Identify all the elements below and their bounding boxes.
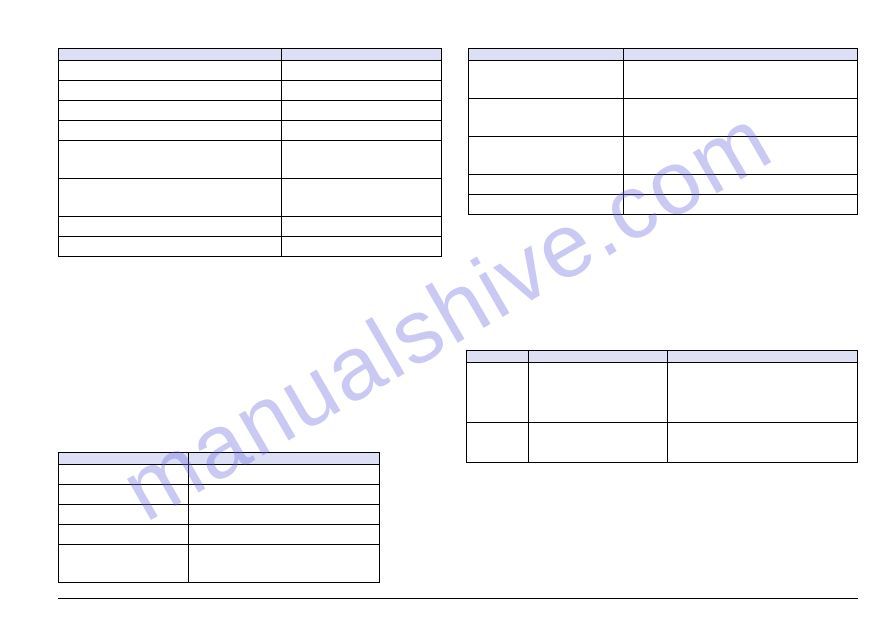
table-row [59,545,380,583]
table-cell [59,179,282,217]
table-cell [469,99,624,137]
table-cell [469,61,624,99]
table-cell [188,505,379,525]
table-header-row [59,49,442,61]
table-top-left [58,48,442,257]
table-cell [467,363,529,423]
table-cell [469,195,624,215]
table-bottom-right [466,350,858,463]
table-cell [623,175,857,195]
table-row [467,363,858,423]
table-cell [623,99,857,137]
header-cell [188,453,379,465]
table-cell [59,141,282,179]
table-cell [188,465,379,485]
table-header-row [469,49,858,61]
table-cell [188,485,379,505]
table-cell [282,217,442,237]
table-top-right [468,48,858,215]
table-cell [623,137,857,175]
table-cell [668,363,858,423]
header-cell [59,453,189,465]
table-cell [59,217,282,237]
table-row [59,465,380,485]
table-cell [528,423,668,463]
table-cell [59,81,282,101]
table-cell [59,121,282,141]
table-cell [282,81,442,101]
table-cell [59,61,282,81]
table-cell [59,485,189,505]
table-row [469,99,858,137]
table-row [59,525,380,545]
table-cell [668,423,858,463]
table-cell [59,101,282,121]
footer-divider [58,598,858,599]
table-cell [623,195,857,215]
header-cell [668,351,858,363]
table-cell [528,363,668,423]
table-cell [59,525,189,545]
table-cell [59,237,282,257]
table-header-row [59,453,380,465]
table-bottom-left [58,452,380,583]
table-cell [623,61,857,99]
header-cell [469,49,624,61]
table-header-row [467,351,858,363]
table-row [59,237,442,257]
table-row [59,505,380,525]
table-cell [282,121,442,141]
table-cell [467,423,529,463]
table-cell [282,141,442,179]
table-cell [282,61,442,81]
table-cell [188,545,379,583]
table-cell [282,101,442,121]
table-row [59,101,442,121]
table-row [59,81,442,101]
table-cell [469,137,624,175]
table-row [59,485,380,505]
table-row [59,141,442,179]
header-cell [59,49,282,61]
table-row [59,121,442,141]
table-row [469,61,858,99]
table-cell [59,465,189,485]
table-row [59,61,442,81]
header-cell [623,49,857,61]
table-row [469,175,858,195]
table-cell [469,175,624,195]
table-row [469,137,858,175]
table-cell [282,237,442,257]
table-row [59,217,442,237]
table-row [469,195,858,215]
table-cell [188,525,379,545]
table-cell [59,505,189,525]
table-cell [282,179,442,217]
table-row [59,179,442,217]
table-row [467,423,858,463]
header-cell [467,351,529,363]
header-cell [528,351,668,363]
table-cell [59,545,189,583]
header-cell [282,49,442,61]
